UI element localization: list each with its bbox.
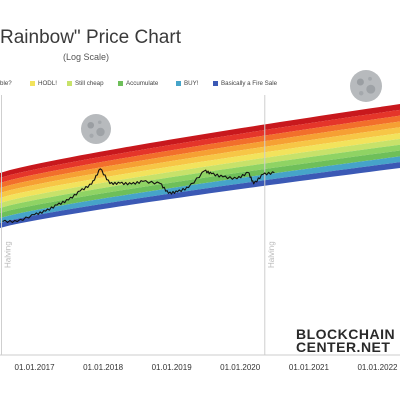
rainbow-band-6 (0, 138, 400, 208)
price-line-group (2, 168, 275, 224)
legend-swatch-icon (176, 81, 181, 86)
legend-item[interactable]: HODL! (30, 80, 57, 87)
rainbow-band-9 (0, 156, 400, 223)
moon-icon (350, 70, 382, 102)
chart-subtitle: (Log Scale) (63, 52, 110, 62)
legend: ble? HODL! Still cheap Accumulate BUY! B… (0, 78, 400, 90)
rainbow-band-1 (0, 109, 400, 183)
legend-label: Still cheap (75, 80, 104, 87)
legend-label: Accumulate (126, 80, 159, 87)
rainbow-band-8 (0, 150, 400, 218)
x-axis: 01.01.2017 01.01.2018 01.01.2019 01.01.2020… (0, 354, 400, 372)
legend-label: ble? (0, 80, 12, 87)
legend-item[interactable]: ble? (0, 80, 12, 87)
halving-lines: Halving Halving (1, 95, 276, 355)
rainbow-band-10 (0, 162, 400, 228)
legend-label: Basically a Fire Sale (221, 80, 278, 87)
x-tick-label: 01.01.2017 (15, 363, 56, 372)
x-tick-label: 01.01.2019 (152, 363, 193, 372)
legend-item[interactable]: BUY! (176, 80, 198, 87)
legend-swatch-icon (67, 81, 72, 86)
legend-swatch-icon (213, 81, 218, 86)
halving-label: Halving (4, 241, 13, 268)
halving-label: Halving (267, 241, 276, 268)
rainbow-band-0 (0, 104, 400, 178)
x-tick-label: 01.01.2022 (357, 363, 398, 372)
rainbow-band-2 (0, 115, 400, 188)
legend-item[interactable]: Accumulate (118, 80, 158, 87)
rainbow-band-7 (0, 144, 400, 213)
logo-line-1: BLOCKCHAIN (296, 326, 396, 342)
logo-line-2: CENTER.NET (296, 339, 391, 355)
x-tick-label: 01.01.2021 (289, 363, 330, 372)
legend-swatch-icon (118, 81, 123, 86)
rainbow-band-4 (0, 127, 400, 198)
price-line (2, 168, 275, 224)
rainbow-band-3 (0, 121, 400, 193)
moons (81, 70, 382, 144)
x-tick-label: 01.01.2018 (83, 363, 124, 372)
legend-label: HODL! (38, 80, 57, 87)
legend-item[interactable]: Basically a Fire Sale (213, 80, 277, 87)
moon-icon (81, 114, 111, 144)
legend-label: BUY! (184, 80, 199, 87)
legend-swatch-icon (30, 81, 35, 86)
rainbow-band-5 (0, 133, 400, 203)
x-tick-label: 01.01.2020 (220, 363, 261, 372)
legend-item[interactable]: Still cheap (67, 80, 104, 87)
chart-title: Rainbow" Price Chart (0, 27, 181, 48)
rainbow-bands (0, 104, 400, 228)
blockchaincenter-logo: BLOCKCHAIN CENTER.NET (296, 326, 396, 355)
